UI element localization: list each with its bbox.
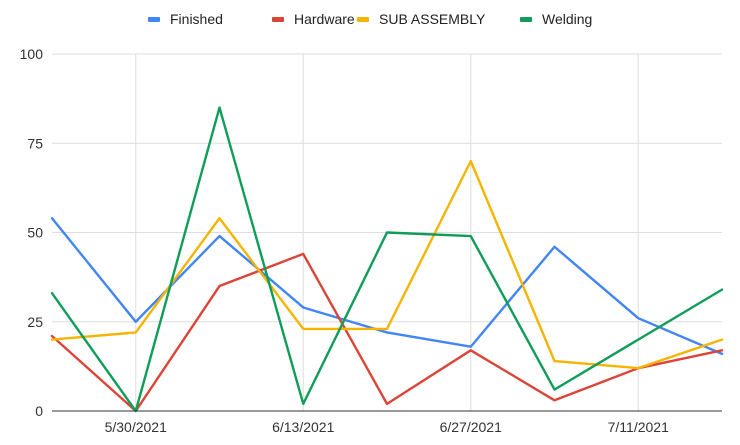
y-tick-label: 50 xyxy=(27,225,43,241)
legend-swatch xyxy=(520,17,532,22)
legend-label: Finished xyxy=(170,11,223,27)
x-axis-ticks: 5/30/2021 6/13/2021 6/27/2021 7/11/2021 xyxy=(105,419,669,435)
y-tick-label: 0 xyxy=(35,403,43,419)
y-tick-label: 75 xyxy=(27,135,43,151)
y-tick-label: 100 xyxy=(20,46,44,62)
legend-label: Hardware xyxy=(294,11,355,27)
series-line-finished xyxy=(50,217,724,356)
x-tick-label: 6/13/2021 xyxy=(272,419,334,435)
x-tick-label: 6/27/2021 xyxy=(440,419,502,435)
y-axis-ticks: 0 25 50 75 100 xyxy=(20,46,44,419)
legend: Finished Hardware SUB ASSEMBLY Welding xyxy=(148,11,592,27)
legend-label: SUB ASSEMBLY xyxy=(379,11,486,27)
y-tick-label: 25 xyxy=(27,314,43,330)
legend-swatch xyxy=(148,17,160,22)
series-lines xyxy=(50,106,724,413)
series-line-welding xyxy=(50,106,724,413)
legend-swatch xyxy=(357,17,369,22)
legend-label: Welding xyxy=(542,11,592,27)
legend-swatch xyxy=(272,17,284,22)
series-line-sub-assembly xyxy=(50,159,724,370)
grid xyxy=(52,53,722,411)
series-line-hardware xyxy=(50,252,724,413)
x-tick-label: 7/11/2021 xyxy=(608,419,669,435)
x-tick-label: 5/30/2021 xyxy=(105,419,167,435)
